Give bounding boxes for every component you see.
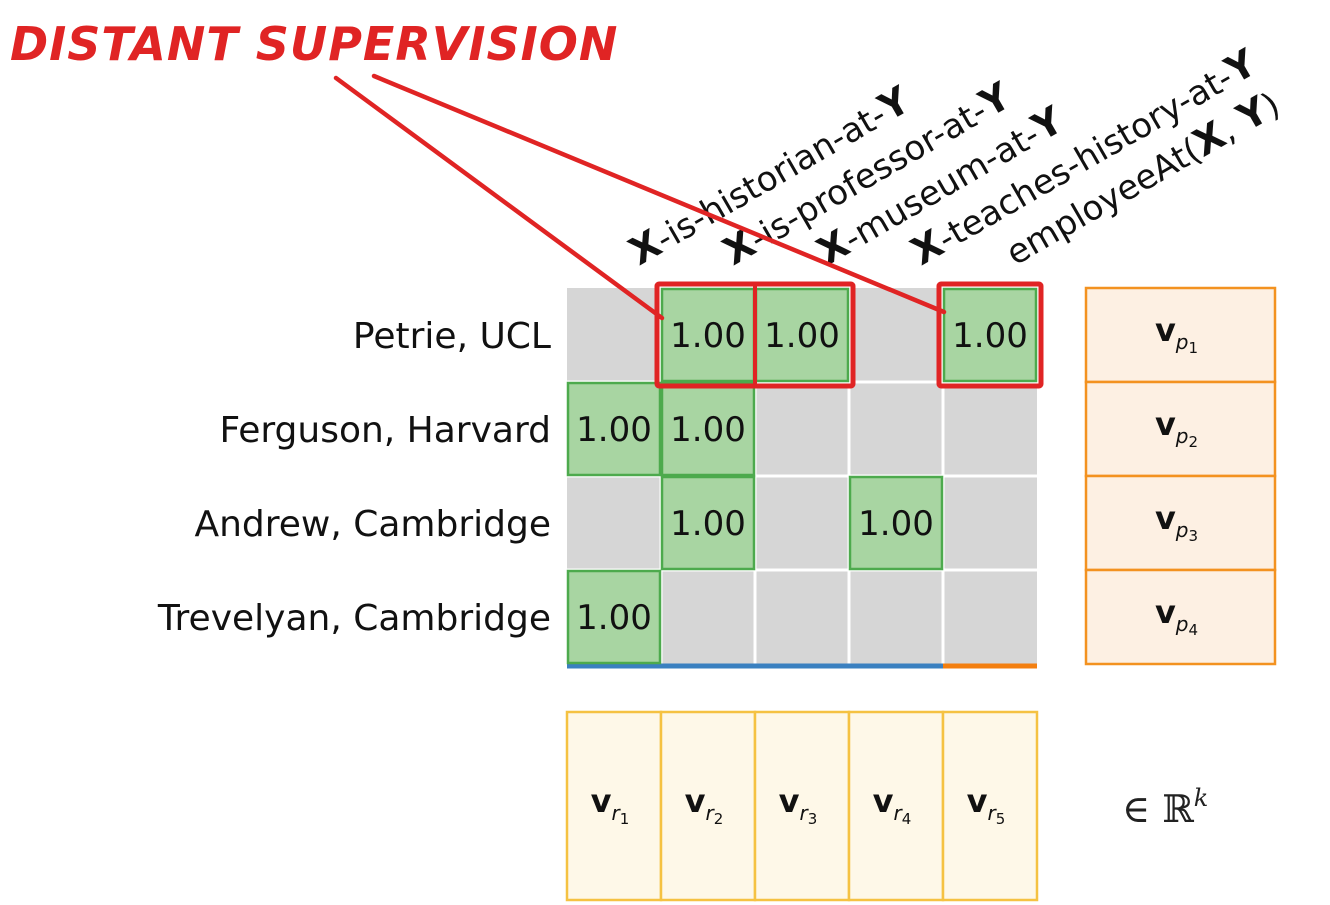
vector-label: vp3 [1155, 499, 1198, 545]
supervision-highlight [936, 281, 1044, 389]
matrix-cell [566, 569, 662, 665]
entity-pair-label: Andrew, Cambridge [194, 504, 551, 545]
embedding-space-label: ∈ ℝk [1122, 784, 1208, 831]
relation-vector-box [941, 710, 1039, 902]
entity-pair-label: Trevelyan, Cambridge [157, 598, 551, 639]
entity-pair-label: Ferguson, Harvard [219, 410, 551, 451]
matrix-cell [848, 475, 944, 571]
matrix-cell [566, 381, 662, 477]
cell-value: 1.00 [670, 410, 746, 450]
vector-label: vr4 [873, 782, 912, 828]
cell-value: 1.00 [764, 316, 840, 356]
vector-label: vp1 [1155, 311, 1198, 357]
matrix-cell [660, 475, 756, 571]
matrix-cell [754, 287, 850, 383]
cell-value: 1.00 [576, 410, 652, 450]
relation-vector-box [847, 710, 945, 902]
distant-supervision-title: DISTANT SUPERVISION [10, 17, 618, 71]
entity-pair-vectors: vp1 vp2 vp3 vp4 [1084, 286, 1277, 666]
vector-label: vr3 [779, 782, 818, 828]
entity-pair-vector-box [1084, 568, 1277, 666]
cell-value: 1.00 [858, 504, 934, 544]
matrix-cells: 1.00 1.00 1.00 1.00 1.00 1.00 1.00 1.00 [566, 287, 1038, 665]
vector-label: vr2 [685, 782, 724, 828]
entity-pair-label: Petrie, UCL [353, 316, 551, 357]
matrix-cell [942, 287, 1038, 383]
entity-pair-vector-box [1084, 286, 1277, 384]
matrix-cell [660, 381, 756, 477]
column-labels: X-is-historian-at-YX-is-professor-at-YX-… [622, 40, 1287, 274]
matrix-cell [660, 287, 756, 383]
cell-value: 1.00 [670, 316, 746, 356]
vector-label: vp2 [1155, 405, 1198, 451]
supervision-pointer [333, 75, 665, 321]
row-labels: Petrie, UCL Ferguson, Harvard Andrew, Camb… [157, 316, 551, 639]
cell-value: 1.00 [576, 598, 652, 638]
vector-label: vr1 [591, 782, 630, 828]
relation-vectors: vr1 vr2 vr3 vr4 vr5 [565, 710, 1039, 902]
vector-label: vr5 [967, 782, 1006, 828]
cell-value: 1.00 [670, 504, 746, 544]
relation-vector-box [659, 710, 757, 902]
relation-vector-box [753, 710, 851, 902]
cell-value: 1.00 [952, 316, 1028, 356]
vector-label: vp4 [1155, 593, 1198, 639]
relation-vector-box [565, 710, 663, 902]
distant-supervision-annotation: DISTANT SUPERVISION [10, 17, 1044, 389]
supervision-pointer [371, 73, 947, 315]
